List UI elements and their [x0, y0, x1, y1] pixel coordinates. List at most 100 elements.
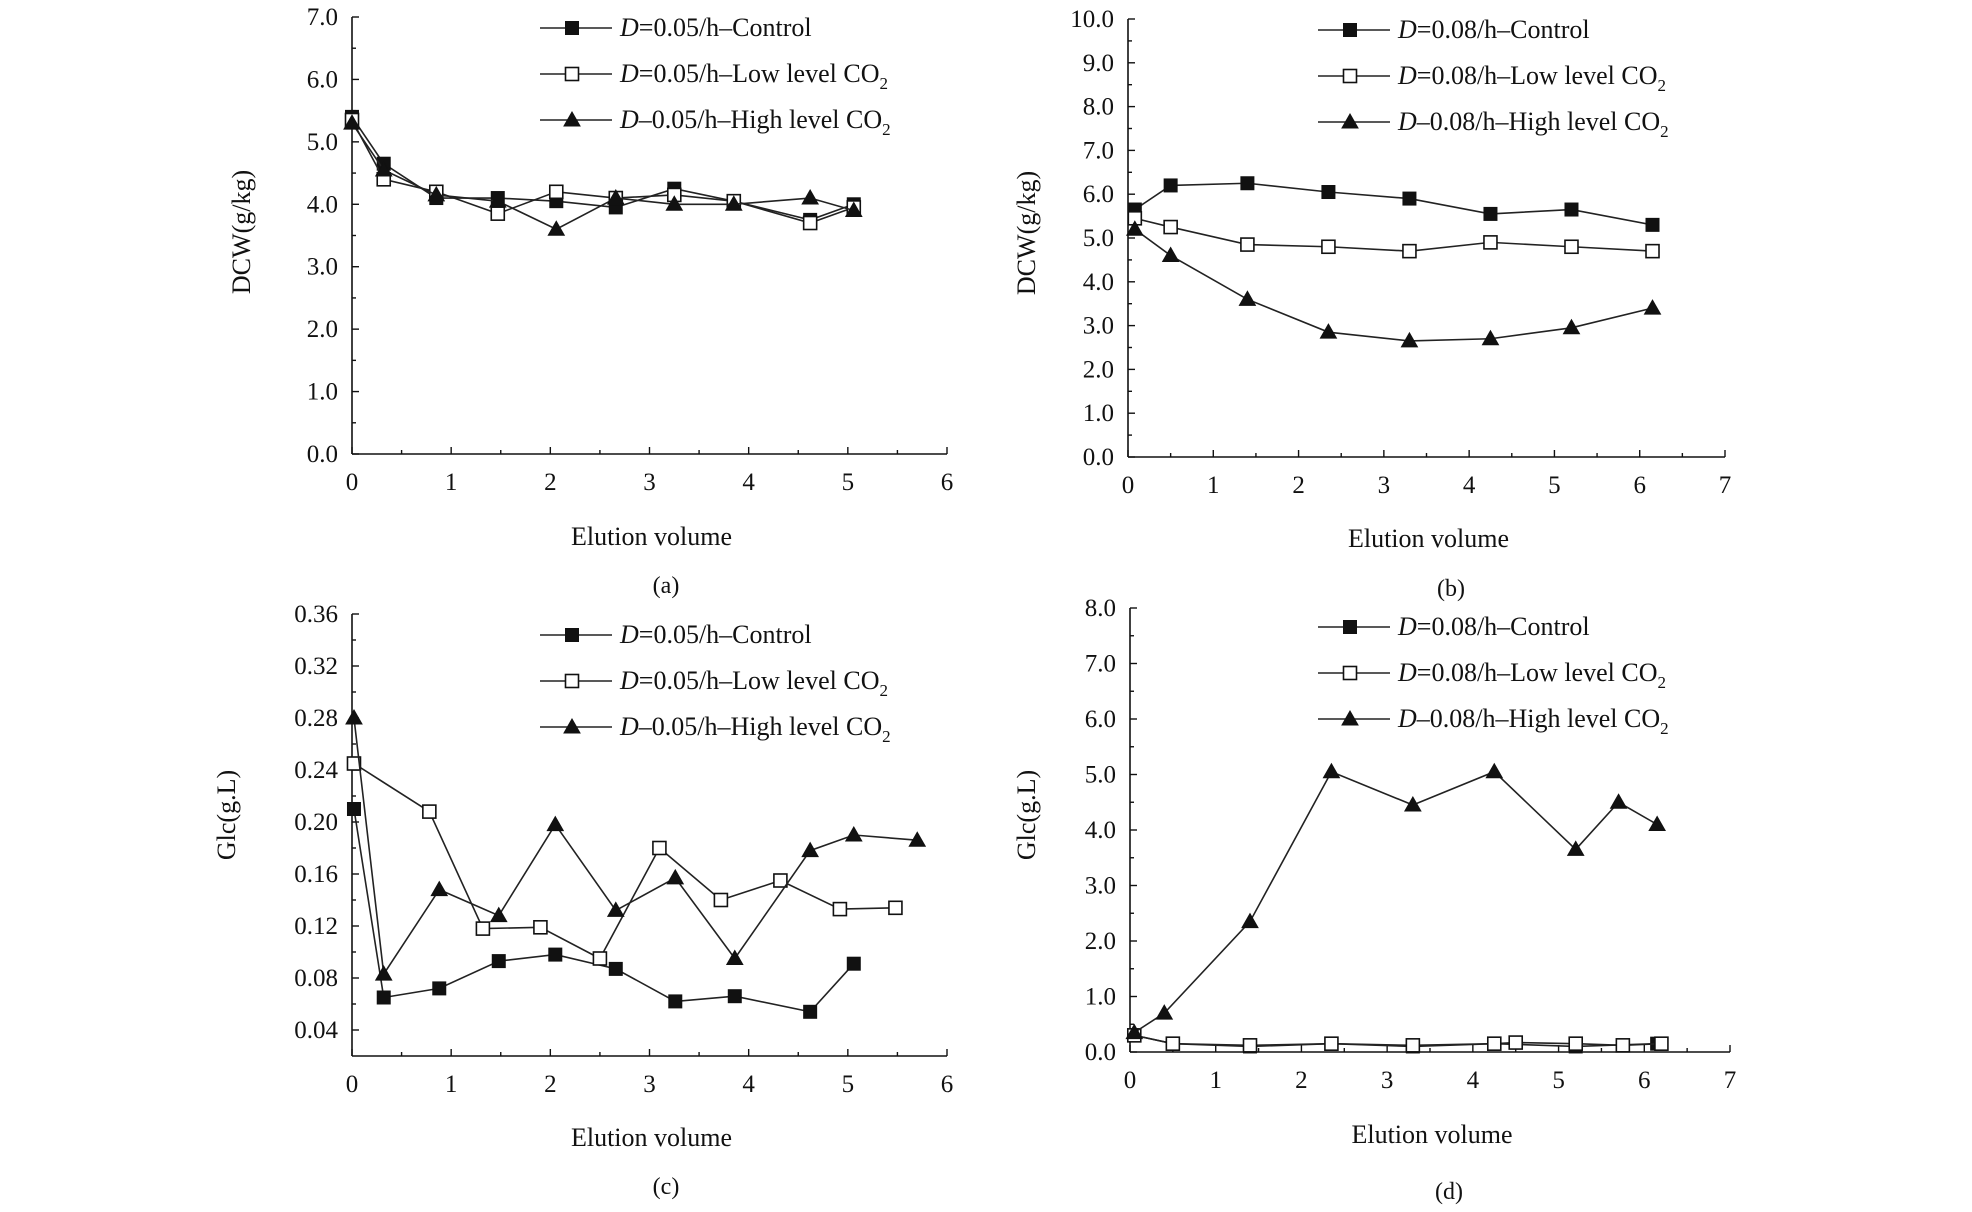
series-high-level-co2	[343, 114, 863, 236]
legend-marker	[564, 66, 580, 82]
x-tick-label: 4	[742, 469, 755, 496]
data-point	[374, 160, 393, 177]
panel-label: (d)	[1435, 1179, 1463, 1205]
y-tick-label: 8.0	[1083, 94, 1114, 121]
data-point	[608, 961, 623, 976]
data-point	[475, 921, 491, 936]
series-line	[1134, 1034, 1662, 1047]
legend-entry: D–0.08/h–High level CO2	[1318, 107, 1669, 141]
x-tick-label: 4	[742, 1071, 755, 1098]
data-point	[888, 900, 903, 916]
data-point	[345, 708, 363, 725]
legend-marker	[1342, 665, 1358, 681]
y-tick-label: 0.32	[294, 653, 338, 680]
x-tick-label: 7	[1719, 472, 1732, 499]
y-tick-label: 5.0	[1083, 225, 1114, 252]
data-point	[1609, 793, 1628, 809]
data-point	[908, 831, 927, 847]
x-tick-label: 3	[643, 469, 656, 496]
series-line	[1134, 228, 1653, 342]
legend-entry: D–0.05/h–High level CO2	[540, 712, 891, 746]
legend-entry: D=0.08/h–Control	[1318, 15, 1590, 44]
y-tick-label: 7.0	[307, 4, 338, 31]
chart-panel-2: 0.0 1.0 2.0 3.0 4.0 5.0 6.0 7.0 8.0 9.0 10.0 0 1 2 3 4 5…	[1012, 6, 1731, 602]
series-control	[346, 802, 861, 1019]
panel-label: (a)	[653, 573, 680, 599]
legend-entry: D=0.08/h–Low level CO2	[1318, 658, 1666, 692]
series-high-level-co2	[1125, 762, 1667, 1040]
data-point	[1402, 191, 1417, 206]
series-high-level-co2	[345, 708, 927, 981]
y-tick-label: 7.0	[1085, 651, 1116, 678]
data-point	[801, 841, 820, 858]
data-point	[548, 184, 564, 200]
data-point	[1163, 178, 1178, 193]
data-point	[422, 804, 437, 819]
data-point	[1402, 243, 1417, 259]
series-low-level-co2	[346, 756, 903, 966]
panel-label: (b)	[1437, 576, 1465, 602]
data-point	[491, 954, 506, 969]
data-point	[1321, 239, 1336, 255]
data-point	[1564, 202, 1579, 217]
x-tick-label: 6	[941, 469, 954, 496]
legend-marker	[564, 673, 580, 689]
data-point	[346, 756, 362, 771]
data-point	[1242, 1038, 1258, 1053]
data-point	[1654, 1036, 1669, 1051]
data-point	[1643, 299, 1662, 315]
data-point	[1319, 323, 1338, 339]
y-tick-label: 7.0	[1083, 137, 1114, 164]
data-point	[1483, 206, 1498, 221]
series-line	[351, 122, 855, 231]
y-tick-label: 9.0	[1083, 50, 1114, 77]
y-tick-label: 3.0	[307, 254, 338, 281]
series-low-level-co2	[1126, 1028, 1669, 1053]
chart-panel-1: 0.0 1.0 2.0 3.0 4.0 5.0 6.0 7.0 0 1 2 3 4 5 6 Elution v…	[227, 4, 953, 599]
y-tick-label: 1.0	[1085, 984, 1116, 1011]
legend-marker	[563, 717, 581, 734]
y-tick-label: 8.0	[1085, 595, 1116, 622]
series-line	[1134, 182, 1653, 226]
data-point	[1403, 796, 1422, 812]
data-point	[1238, 290, 1257, 306]
x-tick-label: 5	[1548, 472, 1561, 499]
legend-label: D=0.05/h–Low level CO2	[619, 59, 888, 93]
series-low-level-co2	[1127, 210, 1660, 259]
x-tick-label: 5	[842, 469, 855, 496]
y-tick-label: 3.0	[1085, 873, 1116, 900]
data-point	[1562, 318, 1581, 335]
data-point	[1485, 762, 1504, 779]
x-tick-label: 3	[1378, 472, 1391, 499]
legend-label: D–0.08/h–High level CO2	[1397, 107, 1669, 141]
data-point	[1405, 1038, 1421, 1053]
legend-marker	[1341, 709, 1359, 726]
data-point	[488, 192, 507, 208]
data-point	[374, 965, 393, 981]
x-axis-title: Elution volume	[1351, 1120, 1512, 1149]
x-tick-label: 0	[1124, 1067, 1137, 1094]
legend-label: D–0.05/h–High level CO2	[619, 105, 891, 139]
legend-entry: D–0.05/h–High level CO2	[540, 105, 891, 139]
x-tick-label: 6	[1638, 1067, 1651, 1094]
series-line	[353, 762, 896, 960]
legend-entry: D=0.05/h–Control	[540, 13, 812, 42]
data-point	[725, 949, 744, 965]
y-tick-label: 2.0	[307, 316, 338, 343]
chart-panel-3: 0.04 0.08 0.12 0.16 0.20 0.24 0.28 0.32 0.36 0 1 2 3…	[212, 601, 953, 1200]
y-axis-title: DCW(g/kg)	[1012, 171, 1041, 295]
series-high-level-co2	[1125, 220, 1662, 348]
y-tick-label: 0.28	[294, 705, 338, 732]
x-tick-label: 7	[1724, 1067, 1737, 1094]
data-point	[1321, 185, 1336, 200]
y-tick-label: 6.0	[307, 66, 338, 93]
chart-panel-4: 0.0 1.0 2.0 3.0 4.0 5.0 6.0 7.0 8.0 0 1 2 3 4 5 6 7 Eluti…	[1012, 595, 1736, 1205]
x-tick-label: 1	[445, 1071, 458, 1098]
data-point	[844, 201, 863, 218]
y-tick-label: 6.0	[1083, 181, 1114, 208]
data-point	[844, 825, 863, 842]
x-axis-title: Elution volume	[1348, 524, 1509, 553]
y-tick-label: 2.0	[1085, 928, 1116, 955]
data-point	[665, 195, 684, 211]
y-tick-label: 1.0	[307, 379, 338, 406]
